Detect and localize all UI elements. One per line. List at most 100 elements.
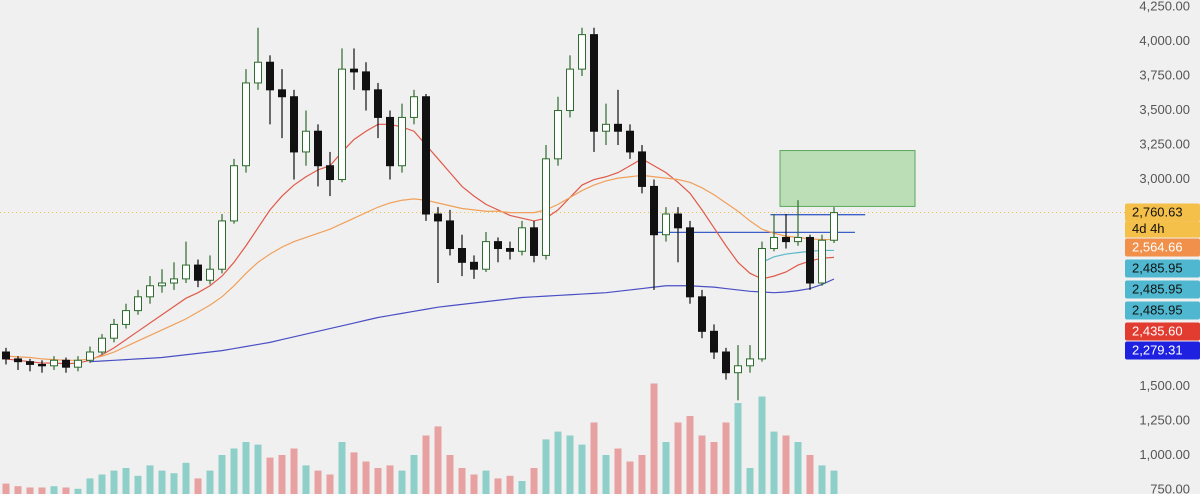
volume-bar: [122, 468, 130, 494]
candle-body: [194, 264, 202, 281]
volume-bar: [830, 470, 838, 494]
candle-body: [362, 71, 370, 91]
candle-body: [434, 213, 442, 222]
volume-bar: [158, 470, 166, 494]
price-label: 2,279.31: [1132, 342, 1183, 357]
candle-body: [290, 96, 298, 153]
candle-body: [158, 282, 166, 287]
candle-body: [794, 236, 802, 243]
volume-bar: [170, 473, 178, 494]
candle-body: [338, 68, 346, 181]
volume-bar: [62, 487, 70, 494]
volume-bar: [770, 431, 778, 494]
volume-bar: [806, 455, 814, 494]
ma-line: [89, 278, 835, 363]
candle-body: [134, 296, 142, 312]
price-label: 2,435.60: [1132, 323, 1183, 338]
volume-bar: [314, 470, 322, 494]
price-label: 2,485.95: [1132, 281, 1183, 296]
volume-bar: [566, 435, 574, 494]
candle-body: [326, 165, 334, 181]
candle-body: [218, 220, 226, 270]
price-label-box: [1125, 341, 1200, 360]
volume-bar: [746, 468, 754, 494]
candle-body: [710, 330, 718, 353]
volume-bar: [38, 487, 46, 494]
volume-bar: [302, 465, 310, 494]
y-tick-label: 3,500.00: [1139, 102, 1190, 117]
volume-bar: [206, 470, 214, 494]
volume-bar: [794, 442, 802, 494]
volume-bar: [590, 422, 598, 494]
candle-body: [266, 61, 274, 91]
volume-bar: [470, 474, 478, 494]
volume-bar: [518, 481, 526, 494]
volume-bar: [74, 488, 82, 494]
volume-bar: [326, 474, 334, 494]
volume-bar: [554, 431, 562, 494]
candle-body: [818, 239, 826, 284]
y-tick-label: 3,750.00: [1139, 67, 1190, 82]
candle-body: [86, 351, 94, 361]
volume-bar: [290, 448, 298, 494]
candle-body: [662, 213, 670, 236]
volume-bar: [422, 435, 430, 494]
candle-body: [182, 264, 190, 280]
candle-body: [26, 361, 34, 365]
price-label-box: [1125, 280, 1200, 299]
price-label: 2,760.63: [1132, 204, 1183, 219]
candle-body: [242, 82, 250, 167]
candle-body: [806, 236, 814, 284]
candle-body: [302, 130, 310, 153]
candle-body: [254, 61, 262, 84]
target-zone: [779, 150, 916, 207]
y-tick-label: 3,250.00: [1139, 136, 1190, 151]
volume-bar: [98, 474, 106, 494]
volume-bar: [578, 444, 586, 494]
volume-bar: [374, 468, 382, 494]
volume-bar: [242, 442, 250, 494]
candle-body: [422, 96, 430, 215]
candle-body: [638, 151, 646, 187]
candle-body: [602, 123, 610, 132]
candle-body: [494, 241, 502, 250]
candle-body: [530, 227, 538, 256]
countdown: 4d 4h: [1132, 221, 1165, 236]
y-tick-label: 1,250.00: [1139, 412, 1190, 427]
volume-bar: [638, 455, 646, 494]
candle-body: [206, 268, 214, 281]
candle-body: [38, 363, 46, 367]
volume-bar: [110, 470, 118, 494]
candle-body: [758, 248, 766, 360]
volume-bar: [650, 383, 658, 494]
candle-body: [458, 248, 466, 263]
candle-body: [122, 310, 130, 325]
volume-bar: [266, 457, 274, 494]
volume-bar: [134, 475, 142, 494]
volume-bar: [398, 470, 406, 494]
y-tick-label: 4,000.00: [1139, 33, 1190, 48]
volume-bar: [626, 461, 634, 494]
volume-bar: [278, 455, 286, 494]
countdown-box: [1125, 221, 1200, 238]
candle-body: [230, 165, 238, 222]
price-label: 2,485.95: [1132, 302, 1183, 317]
volume-bar: [494, 478, 502, 494]
candle-body: [2, 351, 10, 360]
volume-bar: [614, 448, 622, 494]
volume-bar: [182, 462, 190, 494]
volume-bar: [350, 452, 358, 494]
candle-body: [542, 158, 550, 256]
candle-body: [482, 241, 490, 270]
volume-bar: [506, 475, 514, 494]
candle-body: [98, 337, 106, 353]
volume-bar: [710, 442, 718, 494]
candle-body: [518, 227, 526, 252]
ma-line: [5, 123, 835, 365]
candle-body: [398, 116, 406, 167]
candle-body: [578, 34, 586, 70]
volume-bar: [26, 487, 34, 494]
volume-bar: [338, 442, 346, 494]
volume-bar: [602, 455, 610, 494]
